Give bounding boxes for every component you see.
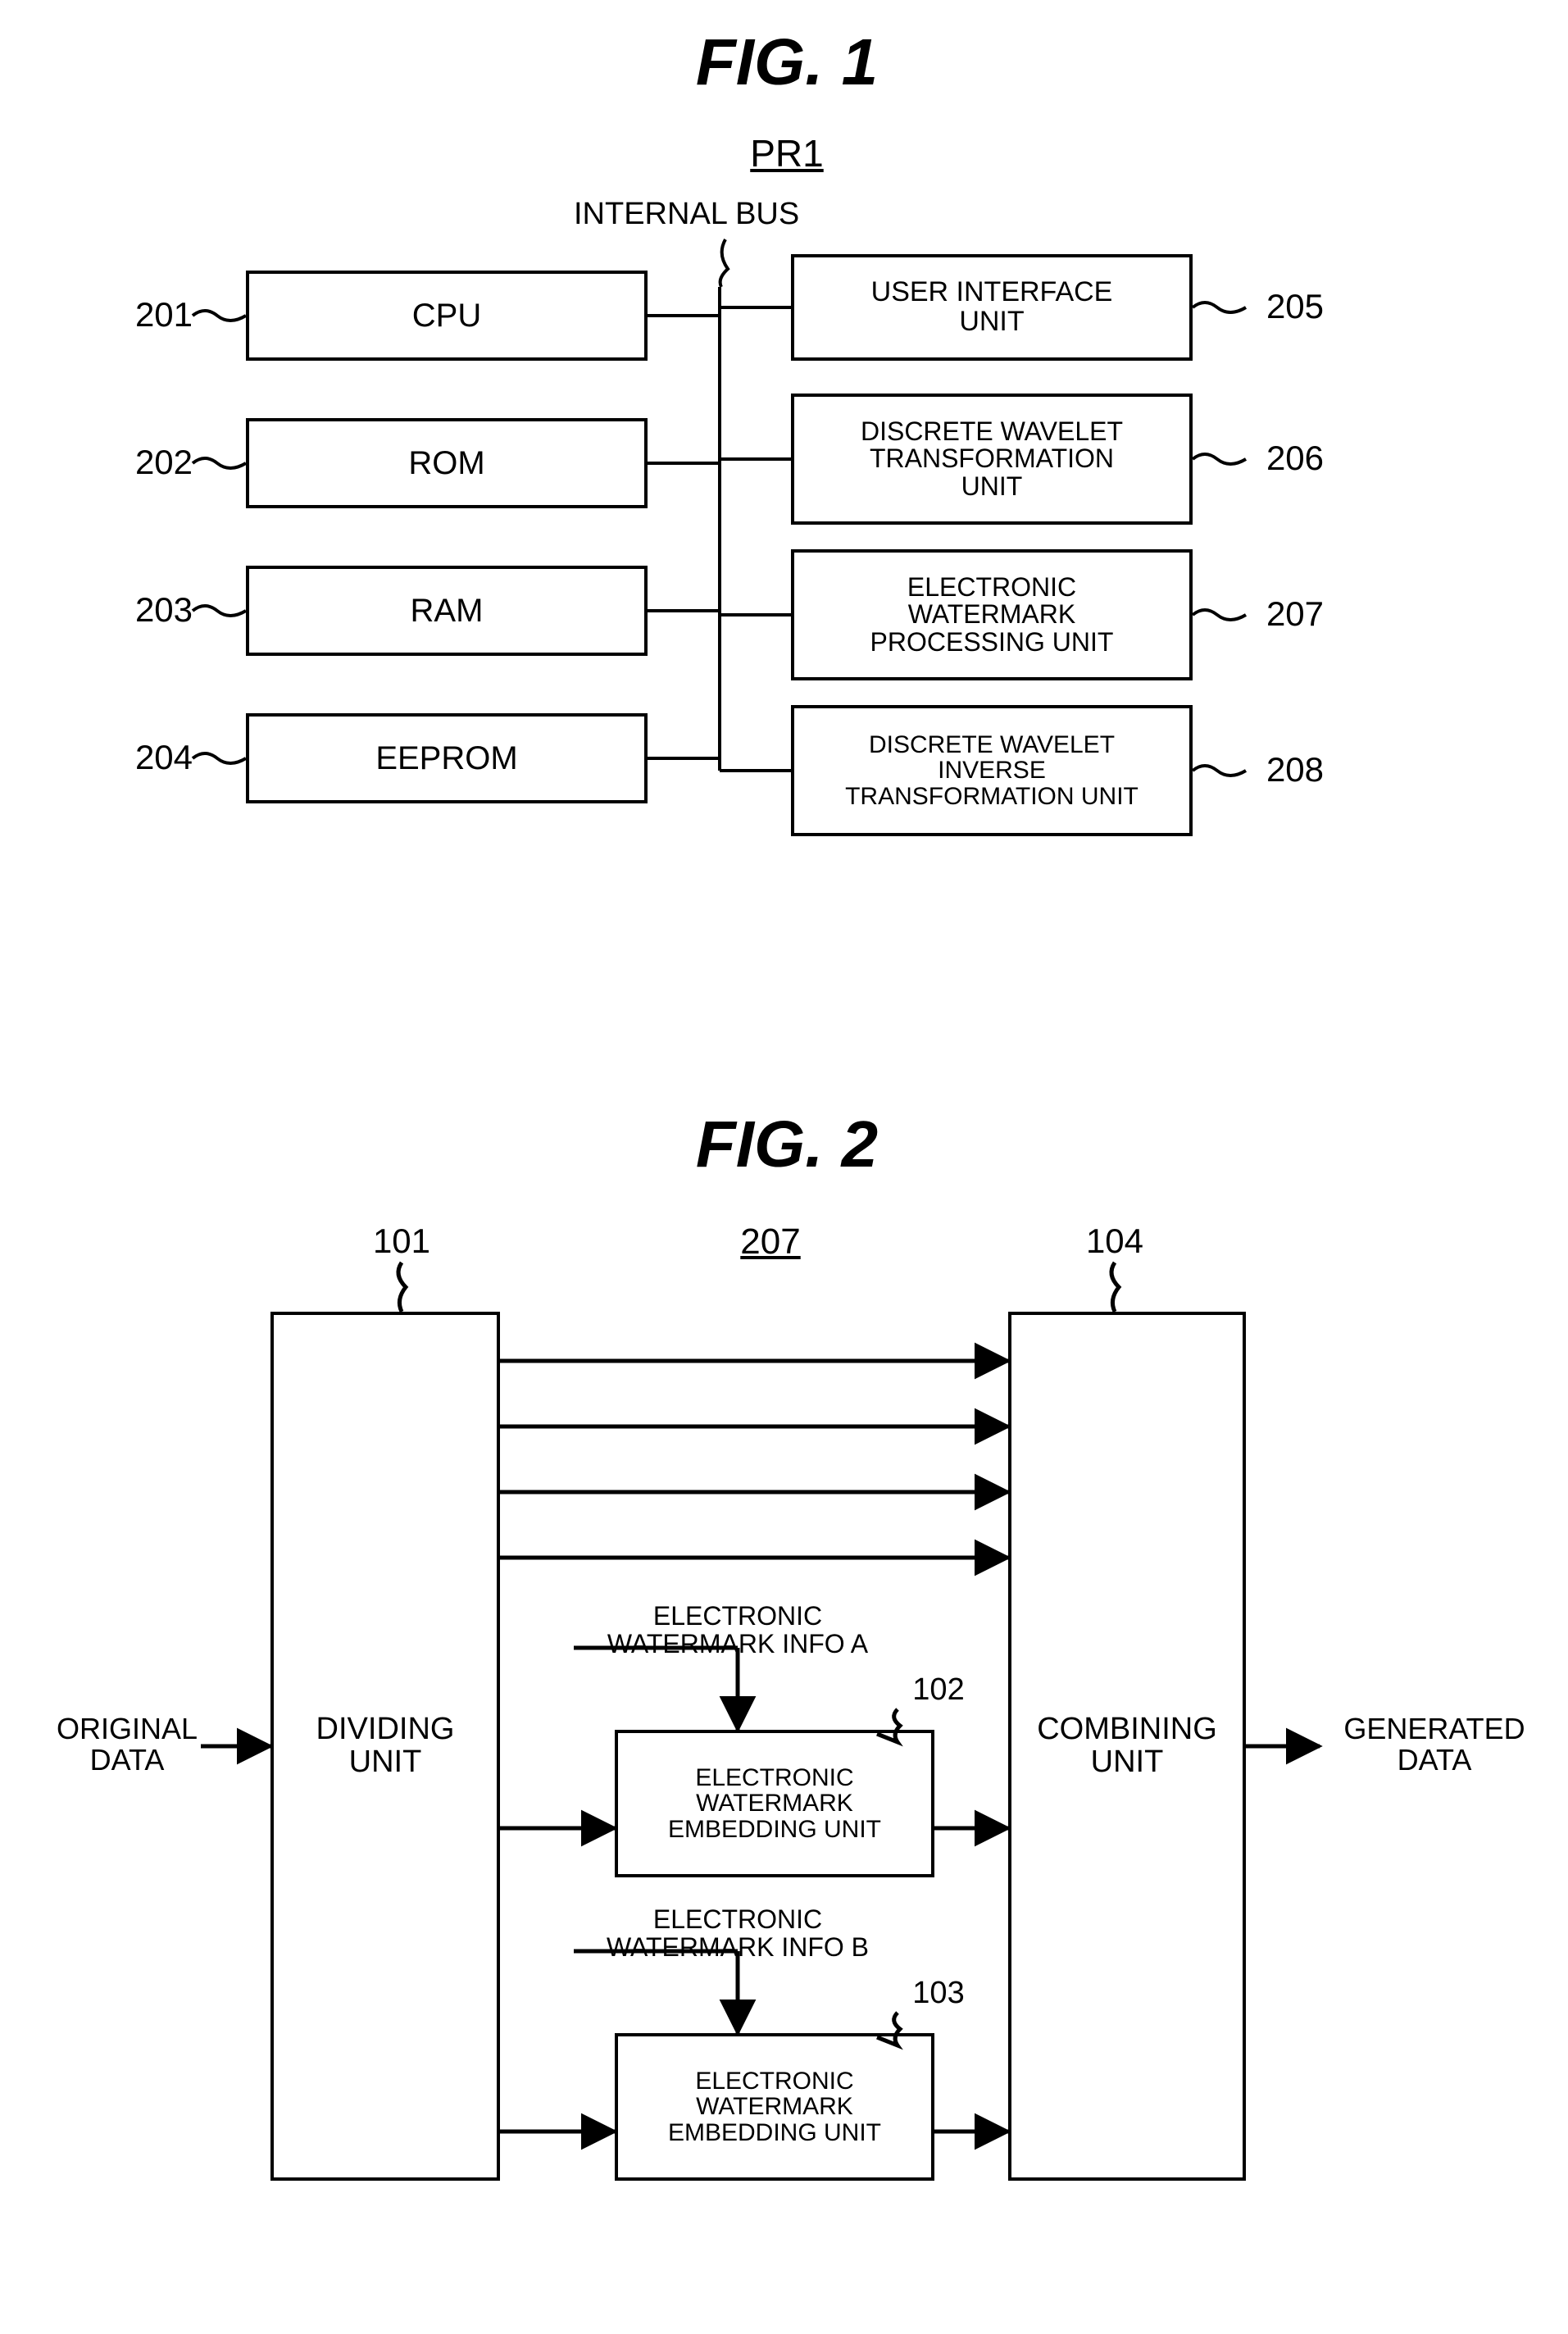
fig1-box-rom: ROM	[246, 418, 648, 508]
fig2-box-dividing: DIVIDING UNIT	[270, 1312, 500, 2181]
fig2-ref-101: 101	[361, 1222, 443, 1261]
fig1-bus-label: INTERNAL BUS	[574, 197, 836, 232]
fig2-ref-103: 103	[898, 1976, 979, 2011]
fig2-box-dividing-text: DIVIDING UNIT	[316, 1713, 455, 1779]
fig2-box-embed-b: ELECTRONIC WATERMARK EMBEDDING UNIT	[615, 2033, 934, 2181]
fig2-label-generated: GENERATED DATA	[1328, 1713, 1541, 1776]
fig1-ref-202: 202	[123, 443, 205, 482]
fig2-box-embed-a-text: ELECTRONIC WATERMARK EMBEDDING UNIT	[668, 1765, 881, 1843]
fig2-box-embed-a: ELECTRONIC WATERMARK EMBEDDING UNIT	[615, 1730, 934, 1877]
fig1-box-dwt: DISCRETE WAVELET TRANSFORMATION UNIT	[791, 394, 1193, 525]
fig1-ref-201: 201	[123, 295, 205, 334]
fig1-box-rom-text: ROM	[408, 445, 484, 482]
fig1-box-ui-text: USER INTERFACE UNIT	[871, 278, 1113, 336]
fig1-box-cpu-text: CPU	[412, 298, 481, 334]
fig1-ref-203: 203	[123, 590, 205, 630]
fig1-ref-204: 204	[123, 738, 205, 777]
fig1-box-idwt-text: DISCRETE WAVELET INVERSE TRANSFORMATION …	[845, 732, 1139, 810]
fig1-subtitle: PR1	[705, 131, 869, 175]
fig1-box-cpu: CPU	[246, 271, 648, 361]
fig1-box-ram: RAM	[246, 566, 648, 656]
fig2-box-combining-text: COMBINING UNIT	[1037, 1713, 1217, 1779]
fig1-box-wmp-text: ELECTRONIC WATERMARK PROCESSING UNIT	[870, 574, 1114, 657]
fig1-ref-208: 208	[1254, 750, 1336, 789]
fig2-ref-104: 104	[1074, 1222, 1156, 1261]
fig1-box-eeprom-text: EEPROM	[375, 740, 517, 777]
fig2-ref-102: 102	[898, 1672, 979, 1708]
fig1-box-eeprom: EEPROM	[246, 713, 648, 803]
fig1-box-idwt: DISCRETE WAVELET INVERSE TRANSFORMATION …	[791, 705, 1193, 836]
fig1-title: FIG. 1	[541, 25, 1033, 100]
fig2-label-wma: ELECTRONIC WATERMARK INFO A	[574, 1603, 902, 1658]
page-canvas: FIG. 1 PR1 INTERNAL BUS CPU ROM RAM EEPR…	[0, 0, 1568, 2334]
fig2-label-wmb: ELECTRONIC WATERMARK INFO B	[574, 1906, 902, 1961]
fig2-box-combining: COMBINING UNIT	[1008, 1312, 1246, 2181]
fig1-box-ram-text: RAM	[411, 593, 484, 630]
fig2-label-original: ORIGINAL DATA	[41, 1713, 213, 1776]
fig2-title: FIG. 2	[541, 1107, 1033, 1182]
fig1-box-dwt-text: DISCRETE WAVELET TRANSFORMATION UNIT	[861, 418, 1123, 501]
fig1-ref-207: 207	[1254, 594, 1336, 634]
fig1-box-ui: USER INTERFACE UNIT	[791, 254, 1193, 361]
fig1-ref-205: 205	[1254, 287, 1336, 326]
fig2-subtitle: 207	[721, 1222, 820, 1263]
fig2-box-embed-b-text: ELECTRONIC WATERMARK EMBEDDING UNIT	[668, 2068, 881, 2146]
fig1-ref-206: 206	[1254, 439, 1336, 478]
fig1-box-wmp: ELECTRONIC WATERMARK PROCESSING UNIT	[791, 549, 1193, 680]
